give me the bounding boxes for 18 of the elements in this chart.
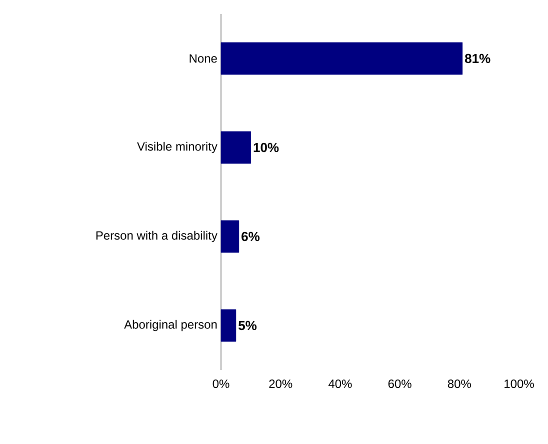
y-tick-label: Aboriginal person (124, 320, 217, 332)
x-tick-label: 60% (388, 380, 412, 388)
y-tick-label: Person with a disability (96, 230, 218, 242)
x-tick-label: 80% (448, 380, 471, 388)
data-label: 81% (464, 54, 490, 64)
data-label: 6% (242, 232, 260, 242)
x-tick-label: 0% (212, 380, 230, 388)
x-tick-label: 100% (504, 380, 534, 388)
data-label: 10% (254, 142, 279, 152)
y-tick-label: Visible minority (137, 142, 218, 154)
y-tick-label: None (190, 54, 217, 63)
x-tick-label: 20% (269, 380, 292, 388)
bar (220, 309, 236, 342)
x-tick-label: 40% (328, 380, 352, 388)
bar (220, 42, 463, 75)
data-label: 5% (238, 320, 257, 330)
bar (220, 220, 240, 253)
bar (220, 131, 251, 164)
